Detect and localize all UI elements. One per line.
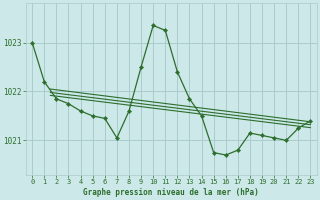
X-axis label: Graphe pression niveau de la mer (hPa): Graphe pression niveau de la mer (hPa) — [84, 188, 259, 197]
